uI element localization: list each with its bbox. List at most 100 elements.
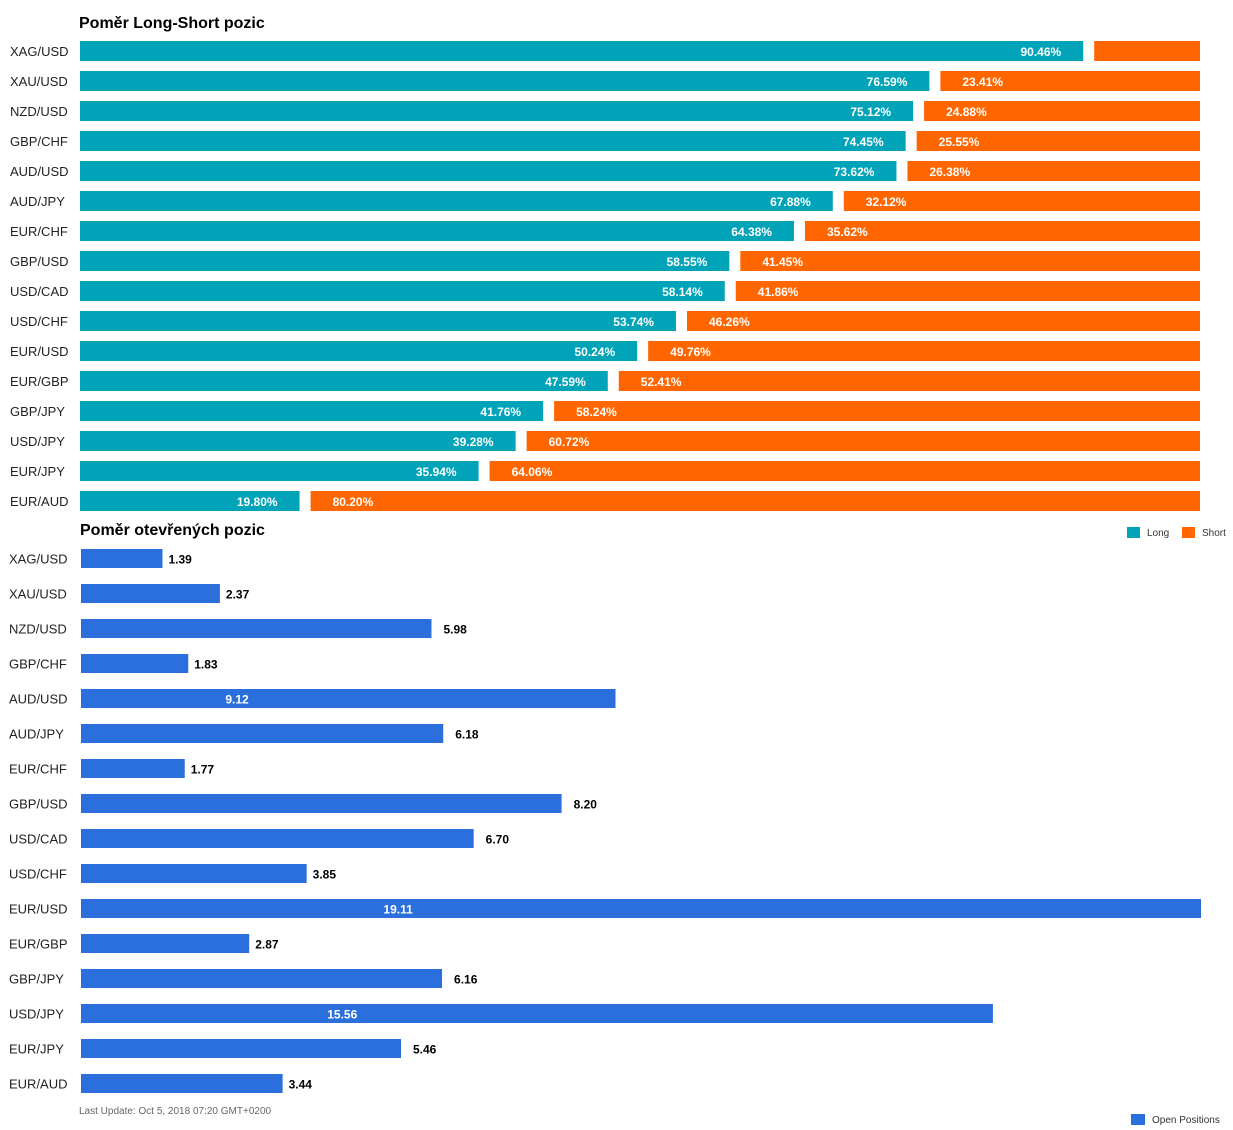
short-bar: [804, 221, 1200, 241]
short-bar: [554, 401, 1200, 421]
category-label: GBP/CHF: [9, 657, 67, 672]
legend-open-positions-swatch: [1131, 1114, 1145, 1125]
long-value-label: 53.74%: [613, 315, 654, 329]
category-label: EUR/AUD: [9, 1077, 68, 1092]
short-value-label: 35.62%: [827, 225, 868, 239]
long-bar: [80, 41, 1084, 61]
category-label: AUD/USD: [10, 164, 69, 179]
long-bar: [80, 131, 906, 151]
open-positions-value-label: 6.70: [486, 833, 510, 847]
category-label: USD/CAD: [10, 284, 69, 299]
long-bar: [80, 431, 516, 451]
open-positions-value-label: 15.56: [327, 1008, 357, 1022]
open-positions-bar: [81, 1039, 401, 1058]
open-positions-value-label: 1.39: [168, 553, 192, 567]
short-bar: [735, 281, 1200, 301]
short-bar: [489, 461, 1200, 481]
short-bar: [310, 491, 1200, 511]
long-value-label: 73.62%: [834, 165, 875, 179]
open-positions-bar: [81, 724, 444, 743]
long-bar: [80, 251, 730, 271]
open-positions-value-label: 2.37: [226, 588, 250, 602]
category-label: EUR/USD: [10, 344, 69, 359]
open-positions-bar: [81, 829, 474, 848]
short-bar: [740, 251, 1200, 271]
long-value-label: 39.28%: [453, 435, 494, 449]
category-label: NZD/USD: [10, 104, 68, 119]
legend-open-positions-label: Open Positions: [1152, 1115, 1220, 1126]
category-label: EUR/GBP: [10, 374, 69, 389]
category-label: XAG/USD: [10, 44, 69, 59]
category-label: GBP/JPY: [10, 404, 65, 419]
open-positions-chart-title: Poměr otevřených pozic: [80, 522, 265, 539]
open-positions-value-label: 5.46: [413, 1043, 437, 1057]
category-label: GBP/CHF: [10, 134, 68, 149]
short-bar: [526, 431, 1200, 451]
long-bar: [80, 101, 914, 121]
short-value-label: 23.41%: [962, 75, 1003, 89]
long-value-label: 76.59%: [867, 75, 908, 89]
long-value-label: 75.12%: [850, 105, 891, 119]
long-short-bars: XAG/USD 90.46% XAU/USD 76.59% 23.41% NZD/USD 7…: [10, 41, 1200, 511]
legend-long-swatch: [1127, 527, 1140, 538]
long-bar: [80, 401, 544, 421]
short-bar: [916, 131, 1200, 151]
long-value-label: 74.45%: [843, 135, 884, 149]
short-bar: [843, 191, 1200, 211]
long-value-label: 35.94%: [416, 465, 457, 479]
category-label: EUR/AUD: [10, 494, 69, 509]
open-positions-bar: [81, 619, 432, 638]
category-label: USD/CAD: [9, 832, 68, 847]
legend-short-label: Short: [1202, 528, 1226, 539]
open-positions-bar: [81, 899, 1201, 918]
long-value-label: 47.59%: [545, 375, 586, 389]
short-bar: [686, 311, 1200, 331]
open-positions-bar: [81, 759, 185, 778]
long-bar: [80, 341, 638, 361]
long-value-label: 64.38%: [731, 225, 772, 239]
open-positions-value-label: 1.83: [194, 658, 218, 672]
category-label: USD/CHF: [10, 314, 68, 329]
long-bar: [80, 311, 676, 331]
short-value-label: 41.45%: [762, 255, 803, 269]
long-bar: [80, 71, 930, 91]
long-value-label: 50.24%: [574, 345, 615, 359]
open-positions-bar: [81, 969, 443, 988]
legend-short-swatch: [1182, 527, 1195, 538]
open-positions-value-label: 2.87: [255, 938, 279, 952]
category-label: EUR/GBP: [9, 937, 68, 952]
open-positions-bar: [81, 794, 562, 813]
category-label: EUR/JPY: [10, 464, 65, 479]
open-positions-value-label: 8.20: [574, 798, 598, 812]
short-value-label: 41.86%: [758, 285, 799, 299]
short-bar: [1094, 41, 1200, 61]
long-bar: [80, 191, 833, 211]
last-update-text: Last Update: Oct 5, 2018 07:20 GMT+0200: [79, 1106, 272, 1117]
open-positions-bar: [81, 934, 250, 953]
open-positions-bar: [81, 654, 189, 673]
open-positions-value-label: 1.77: [191, 763, 215, 777]
open-positions-value-label: 6.16: [454, 973, 478, 987]
category-label: EUR/CHF: [9, 762, 67, 777]
open-positions-value-label: 3.85: [313, 868, 337, 882]
open-positions-bar: [81, 1074, 283, 1093]
open-positions-legend: Open Positions: [1131, 1114, 1220, 1126]
short-bar: [618, 371, 1200, 391]
short-value-label: 64.06%: [512, 465, 553, 479]
category-label: AUD/JPY: [9, 727, 64, 742]
category-label: USD/CHF: [9, 867, 67, 882]
category-label: GBP/JPY: [9, 972, 64, 987]
open-positions-bar: [81, 1004, 993, 1023]
long-value-label: 67.88%: [770, 195, 811, 209]
category-label: XAU/USD: [10, 74, 68, 89]
category-label: USD/JPY: [10, 434, 65, 449]
short-value-label: 49.76%: [670, 345, 711, 359]
open-positions-value-label: 19.11: [383, 903, 413, 917]
short-value-label: 52.41%: [641, 375, 682, 389]
category-label: GBP/USD: [9, 797, 68, 812]
short-bar: [907, 161, 1200, 181]
short-value-label: 24.88%: [946, 105, 987, 119]
long-value-label: 90.46%: [1020, 45, 1061, 59]
category-label: AUD/JPY: [10, 194, 65, 209]
